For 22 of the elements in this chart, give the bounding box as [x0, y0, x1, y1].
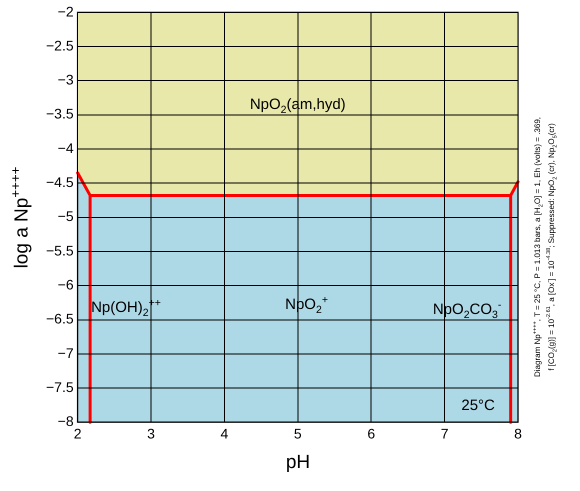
y-tick-label: −7.5 [46, 378, 74, 395]
y-tick-label: −5 [58, 208, 74, 224]
x-tick-label: 8 [514, 425, 522, 442]
x-tick-label: 6 [367, 425, 376, 442]
y-tick-label: −4 [58, 140, 74, 156]
y-tick-label: −5.5 [46, 242, 74, 258]
y-tick-label: −6 [58, 276, 74, 292]
y-tick-label: −3 [58, 72, 74, 88]
annotation: 25°C [461, 397, 495, 414]
x-tick-label: 7 [440, 425, 449, 442]
x-tick-label: 3 [147, 425, 156, 442]
y-tick-label: −2 [58, 3, 74, 20]
y-tick-label: −3.5 [46, 106, 74, 122]
x-axis-title: pH [286, 452, 310, 473]
x-tick-label: 5 [294, 425, 302, 442]
x-tick-label: 4 [220, 425, 229, 442]
y-tick-label: −2.5 [46, 37, 74, 54]
x-tick-label: 2 [74, 425, 82, 442]
y-tick-label: −6.5 [46, 310, 74, 327]
y-tick-label: −7 [58, 344, 74, 361]
y-tick-label: −8 [58, 413, 74, 430]
y-tick-label: −4.5 [46, 174, 74, 190]
